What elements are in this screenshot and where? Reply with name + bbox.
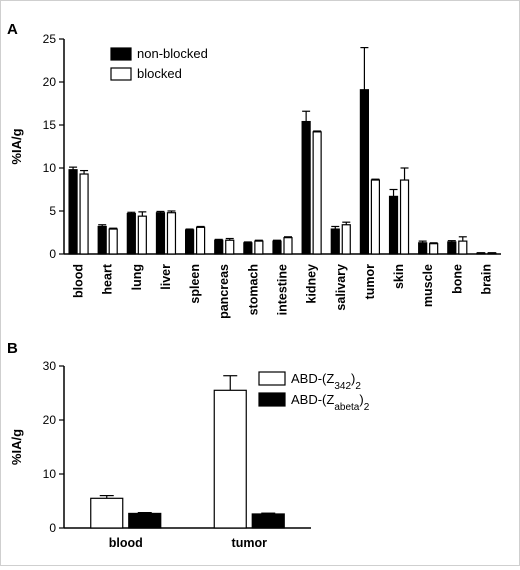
panel-a-category-label-liver: liver xyxy=(159,264,173,290)
panel-b-bar-blood-abd-z342-2 xyxy=(90,497,124,529)
panel-a-category-label-kidney: kidney xyxy=(305,264,319,304)
panel-a-bar-liver-non-blocked xyxy=(155,212,166,255)
panel-a-bar-lung-non-blocked xyxy=(126,212,136,255)
panel-a-category-label-bone: bone xyxy=(450,264,464,294)
panel-b-legend-swatch-abd-z342-2 xyxy=(258,371,286,386)
panel-a-bar-tumor-blocked xyxy=(370,179,380,255)
panel-a-bar-tumor-non-blocked xyxy=(359,89,369,255)
panel-a-bar-pancreas-blocked xyxy=(225,239,235,255)
panel-a-y-tick-label: 5 xyxy=(49,204,56,218)
panel-a-y-tick-label: 25 xyxy=(43,32,57,46)
panel-a-bar-salivary-non-blocked xyxy=(330,228,340,255)
panel-a-bar-spleen-non-blocked xyxy=(185,229,195,255)
panel-a-bar-kidney-blocked xyxy=(312,131,322,255)
panel-b-bar-blood-abd-zabeta-2 xyxy=(128,512,162,529)
panel-a-bar-blood-non-blocked xyxy=(68,169,78,255)
panel-a-bar-stomach-blocked xyxy=(254,240,264,255)
panel-b-legend-label-abd-zabeta-2: ABD-(Zabeta)2 xyxy=(291,392,370,413)
panel-b-category-label-tumor: tumor xyxy=(232,536,268,550)
panel-b-y-tick-label: 10 xyxy=(43,467,57,481)
panel-a-y-tick-label: 20 xyxy=(43,75,57,89)
panel-a-bar-bone-non-blocked xyxy=(447,241,457,255)
panel-a-chart: 0 5 10 15 20 25 %IA/g blood heart lung liver spleen… xyxy=(9,32,501,319)
panel-a-category-label-muscle: muscle xyxy=(421,264,435,307)
panel-a-bar-salivary-blocked xyxy=(341,224,351,255)
panel-a-legend-label-non-blocked: non-blocked xyxy=(137,46,208,61)
panel-label-b: B xyxy=(7,340,18,357)
panel-a-category-label-skin: skin xyxy=(392,264,406,289)
panel-a-category-label-tumor: tumor xyxy=(363,264,377,300)
panel-b-chart: 0 10 20 30 %IA/g blood tumor ABD-(Z342)2ABD-(Za… xyxy=(9,359,370,550)
panel-b-legend-label-abd-z342-2: ABD-(Z342)2 xyxy=(291,371,361,392)
panel-a-bar-kidney-non-blocked xyxy=(301,120,311,255)
panel-a-bar-brain-non-blocked xyxy=(476,252,486,255)
panel-a-bar-intestine-non-blocked xyxy=(272,240,282,255)
panel-a-bar-pancreas-non-blocked xyxy=(214,239,224,255)
panel-b-y-axis-label: %IA/g xyxy=(9,429,24,465)
panel-a-category-label-intestine: intestine xyxy=(276,264,290,315)
panel-a-bar-intestine-blocked xyxy=(283,237,293,255)
panel-a-category-label-pancreas: pancreas xyxy=(217,264,231,319)
panel-a-bar-liver-blocked xyxy=(166,212,177,255)
panel-a-y-tick-label: 0 xyxy=(49,247,56,261)
panel-a-bar-blood-blocked xyxy=(79,173,89,255)
panel-b-category-label-blood: blood xyxy=(109,536,143,550)
panel-a-category-label-blood: blood xyxy=(72,264,86,298)
panel-a-legend-label-blocked: blocked xyxy=(137,66,182,81)
panel-a-bar-spleen-blocked xyxy=(196,226,206,255)
panel-b-y-tick-label: 20 xyxy=(43,413,57,427)
panel-b-y-tick-label: 0 xyxy=(49,521,56,535)
panel-a-bar-skin-blocked xyxy=(399,179,410,255)
panel-a-bar-muscle-blocked xyxy=(429,243,439,255)
panel-a-legend-swatch-blocked xyxy=(110,67,132,81)
panel-a-bar-muscle-non-blocked xyxy=(418,242,428,255)
panel-b-y-tick-label: 30 xyxy=(43,359,57,373)
panel-a-bar-heart-blocked xyxy=(108,228,118,255)
panel-a-category-label-stomach: stomach xyxy=(246,264,260,315)
panel-b-legend-swatch-abd-zabeta-2 xyxy=(258,392,286,407)
panel-a-y-axis-label: %IA/g xyxy=(9,128,24,164)
panel-a-bar-heart-non-blocked xyxy=(97,225,107,255)
panel-a-category-label-lung: lung xyxy=(130,264,144,290)
panel-a-category-label-brain: brain xyxy=(479,264,493,295)
panel-a-y-tick-label: 15 xyxy=(43,118,57,132)
panel-a-legend-swatch-non-blocked xyxy=(110,47,132,61)
panel-a-bar-lung-blocked xyxy=(137,215,147,255)
panel-a-category-label-heart: heart xyxy=(101,263,115,294)
panel-a-category-label-salivary: salivary xyxy=(334,264,348,311)
panel-a-bar-stomach-non-blocked xyxy=(243,242,253,255)
panel-a-bar-bone-blocked xyxy=(458,240,468,255)
panel-b-bar-tumor-abd-zabeta-2 xyxy=(251,513,285,529)
panel-a-y-tick-label: 10 xyxy=(43,161,57,175)
panel-label-a: A xyxy=(7,21,18,38)
panel-a-bar-skin-non-blocked xyxy=(388,195,399,255)
panel-a-bar-brain-blocked xyxy=(487,252,497,255)
panel-a-category-label-spleen: spleen xyxy=(188,264,202,304)
panel-b-bar-tumor-abd-z342-2 xyxy=(213,389,247,529)
